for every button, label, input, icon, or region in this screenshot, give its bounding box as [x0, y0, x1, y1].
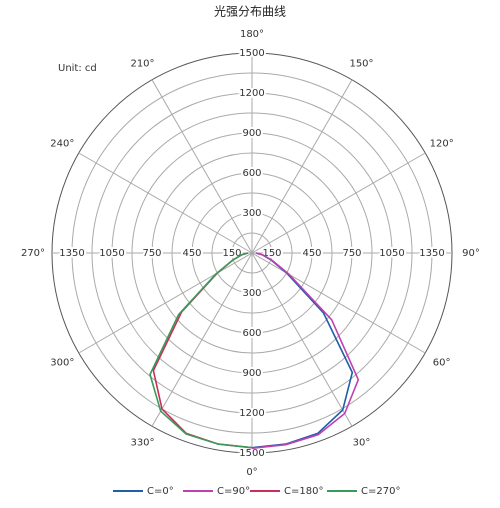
r-tick-label: 900 [242, 128, 261, 139]
angle-label: 60° [433, 358, 451, 369]
series-line [149, 252, 253, 449]
r-tick-label: 600 [242, 168, 261, 179]
chart-title: 光强分布曲线 [214, 5, 286, 19]
angle-label: 330° [130, 438, 154, 449]
grid-spoke [78, 252, 253, 354]
legend-label: C=180° [284, 486, 323, 497]
grid-spoke [151, 252, 253, 427]
angle-label: 180° [240, 29, 264, 40]
grid-spoke [251, 252, 426, 354]
r-tick-label: 1350 [59, 248, 84, 259]
r-tick-label: 750 [342, 248, 361, 259]
angle-label: 240° [50, 139, 74, 150]
r-tick-label: 1050 [379, 248, 404, 259]
r-tick-label: 1500 [239, 448, 264, 459]
r-tick-label: 1050 [99, 248, 124, 259]
r-tick-label: 450 [302, 248, 321, 259]
r-tick-label: 900 [242, 368, 261, 379]
r-tick-label: 750 [142, 248, 161, 259]
r-tick-label: 1200 [239, 408, 264, 419]
angle-label: 120° [430, 139, 454, 150]
r-tick-label: 1500 [239, 48, 264, 59]
unit-label: Unit: cd [58, 63, 97, 74]
angle-label: 270° [21, 248, 45, 259]
r-tick-label: 450 [182, 248, 201, 259]
legend-label: C=0° [147, 486, 174, 497]
r-tick-label: 1350 [419, 248, 444, 259]
grid-spoke [251, 79, 353, 254]
grid-spoke [151, 79, 253, 254]
r-tick-label: 1200 [239, 88, 264, 99]
r-tick-label: 600 [242, 328, 261, 339]
angle-label: 300° [50, 358, 74, 369]
grid-spoke [251, 152, 426, 254]
angle-label: 90° [462, 248, 480, 259]
grid-spoke [78, 152, 253, 254]
angle-label: 30° [353, 438, 371, 449]
series-line [251, 252, 360, 450]
angle-label: 150° [349, 58, 373, 69]
grid-spoke [251, 252, 353, 427]
angle-label: 0° [246, 467, 257, 478]
r-tick-label: 300 [242, 208, 261, 219]
legend-label: C=90° [217, 486, 250, 497]
legend-label: C=270° [361, 486, 400, 497]
angle-label: 210° [130, 58, 154, 69]
r-tick-label: 300 [242, 288, 261, 299]
